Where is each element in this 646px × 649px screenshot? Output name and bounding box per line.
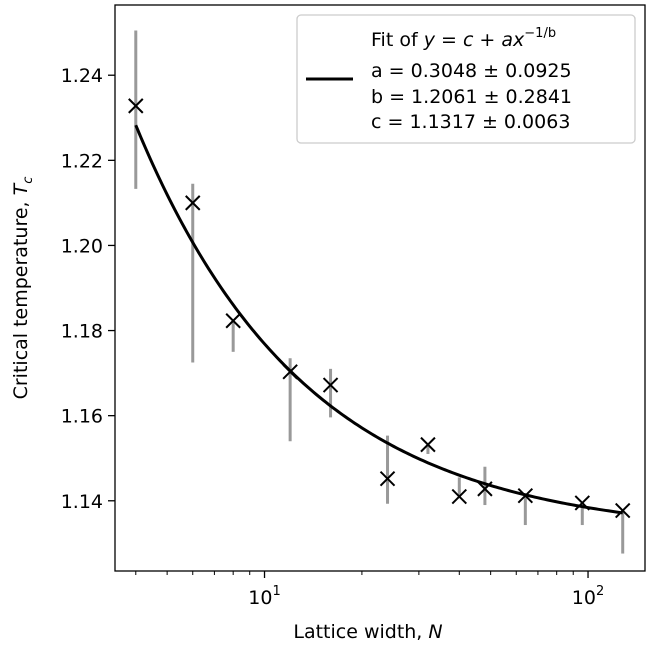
plot-frame (114, 4, 646, 572)
x-tick-label: 101 (248, 584, 280, 609)
legend-entry-c: c = 1.1317 ± 0.0063 (371, 111, 570, 133)
y-axis-ticks: 1.14 1.16 1.18 1.20 1.22 1.24 (61, 65, 115, 513)
y-tick-label: 1.22 (61, 150, 103, 172)
data-point (128, 98, 144, 114)
data-point (282, 364, 298, 380)
y-tick-label: 1.14 (61, 491, 103, 513)
legend-entry-b: b = 1.2061 ± 0.2841 (371, 86, 572, 108)
y-tick-label: 1.24 (61, 65, 103, 87)
x-axis-ticks: 101 102 (135, 571, 604, 609)
data-point (451, 488, 468, 505)
x-axis-label: Lattice width, N (293, 621, 442, 643)
y-tick-label: 1.20 (61, 235, 103, 257)
legend-box (296, 14, 636, 144)
data-point (322, 377, 339, 393)
fit-line (134, 124, 623, 515)
y-tick-label: 1.16 (61, 406, 103, 428)
data-point (517, 487, 534, 504)
data-point (379, 470, 396, 487)
data-point (185, 195, 201, 211)
legend: Fit of y = c + ax−1/b a = 0.3048 ± 0.092… (296, 14, 636, 144)
y-tick-label: 1.18 (61, 321, 103, 343)
errorbars (134, 30, 625, 554)
y-axis-label: Critical temperature, Tc (10, 177, 36, 400)
x-tick-label: 102 (572, 584, 604, 609)
data-point (615, 502, 631, 519)
legend-title: Fit of y = c + ax−1/b (371, 26, 556, 51)
markers (128, 98, 631, 519)
legend-entry-a: a = 0.3048 ± 0.0925 (371, 60, 572, 82)
data-point (225, 313, 241, 329)
data-point (574, 495, 591, 511)
data-point (477, 481, 493, 497)
data-point (420, 436, 436, 453)
